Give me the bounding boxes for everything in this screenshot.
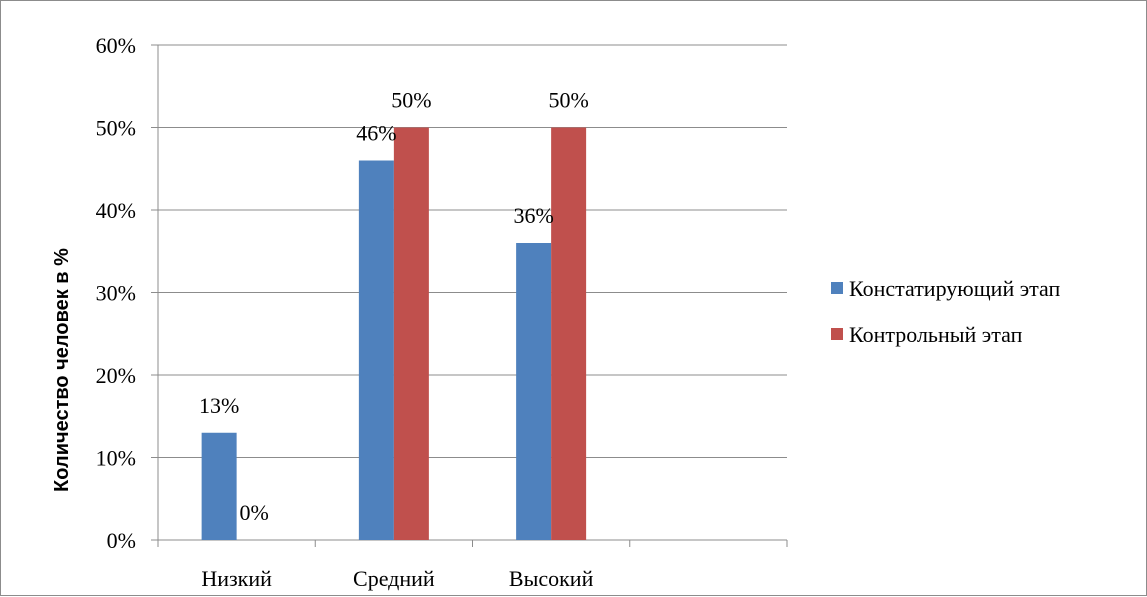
y-tick-label: 20% bbox=[96, 363, 136, 388]
data-labels: 13% 46% 36% 0% 50% 50% bbox=[199, 88, 589, 526]
x-tick-label: Средний bbox=[353, 566, 435, 591]
x-tick-label: Низкий bbox=[201, 566, 272, 591]
y-tick-label: 30% bbox=[96, 281, 136, 306]
legend-entry: Контрольный этап bbox=[849, 322, 1023, 347]
legend-swatch bbox=[831, 282, 843, 294]
data-label: 46% bbox=[356, 121, 396, 146]
bars bbox=[201, 127, 587, 540]
x-tick-labels: Низкий Средний Высокий bbox=[201, 566, 593, 591]
data-label: 50% bbox=[548, 88, 588, 113]
bar bbox=[516, 243, 552, 540]
gridlines bbox=[158, 44, 787, 458]
y-tick-label: 10% bbox=[96, 446, 136, 471]
bar bbox=[393, 127, 429, 540]
y-tick-labels: 0% 10% 20% 30% 40% 50% 60% bbox=[96, 33, 136, 553]
y-tick-label: 60% bbox=[96, 33, 136, 58]
axes bbox=[151, 44, 788, 547]
data-label: 50% bbox=[391, 88, 431, 113]
legend-swatch bbox=[831, 328, 843, 340]
x-tick-label: Высокий bbox=[509, 566, 594, 591]
data-label: 0% bbox=[239, 500, 268, 525]
data-label: 13% bbox=[199, 393, 239, 418]
bar bbox=[358, 160, 394, 540]
bar bbox=[201, 432, 237, 540]
y-tick-label: 40% bbox=[96, 198, 136, 223]
y-tick-label: 0% bbox=[107, 528, 136, 553]
bar bbox=[551, 127, 587, 540]
data-label: 36% bbox=[513, 203, 553, 228]
y-tick-label: 50% bbox=[96, 116, 136, 141]
y-axis-label: Количество человек в % bbox=[51, 248, 73, 492]
legend-entry: Констатирующий этап bbox=[849, 276, 1061, 301]
legend: Констатирующий этап Контрольный этап bbox=[831, 276, 1061, 347]
